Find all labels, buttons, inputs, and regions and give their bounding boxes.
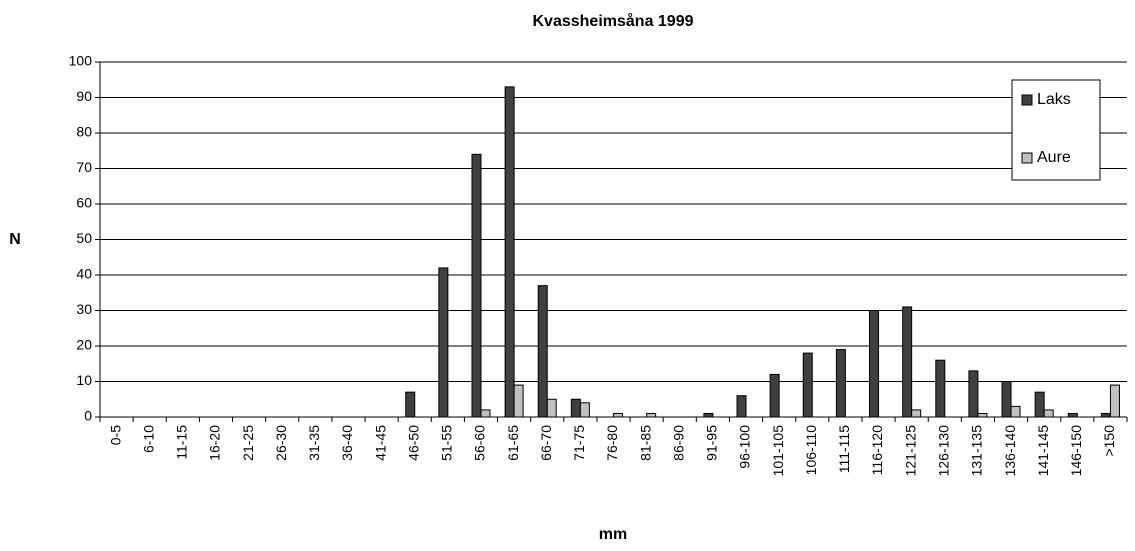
bar [480,409,491,418]
bar [405,391,416,418]
x-tick-label: 141-145 [1035,425,1051,477]
bar [1067,412,1078,418]
bar [977,412,988,418]
bar [769,373,780,418]
legend-label: Aure [1037,149,1071,166]
x-tick-label: 11-15 [174,425,190,460]
x-tick-label: 111-115 [836,425,852,473]
bar [504,86,515,418]
bar [537,285,548,418]
bar [902,306,913,418]
bar [613,412,623,418]
x-tick-label: 6-10 [140,425,156,453]
x-tick-label: 116-120 [869,425,885,476]
x-tick-label: 46-50 [405,425,421,461]
y-tick-label: 90 [76,88,92,104]
x-tick-label: 131-135 [969,425,985,477]
bar [703,412,714,418]
x-tick-label: 71-75 [571,425,587,461]
bar [802,352,813,418]
bar [736,395,747,418]
bar [1043,409,1054,418]
x-tick-label: 21-25 [240,425,256,461]
x-tick-label: 91-95 [704,425,720,461]
x-tick-label: 121-125 [902,425,918,477]
y-tick-label: 0 [84,408,92,424]
bar [1109,384,1120,418]
bar [911,409,922,418]
x-tick-label: 101-105 [770,425,786,477]
x-tick-label: 81-85 [637,425,653,461]
bar [546,398,557,418]
bar [1001,381,1012,418]
x-tick-label: 86-90 [670,425,686,461]
x-axis-label: mm [599,526,627,543]
x-tick-label: 41-45 [372,425,388,461]
y-tick-label: 100 [69,53,93,69]
bar [471,153,482,418]
x-tick-label: 126-130 [935,425,951,477]
bar [1034,391,1045,418]
y-tick-label: 10 [76,372,92,388]
x-tick-label: 76-80 [604,425,620,461]
x-tick-label: 36-40 [339,425,355,461]
chart-title: Kvassheimsåna 1999 [533,12,694,30]
x-tick-label: 56-60 [472,425,488,461]
y-axis-label: N [9,231,21,248]
y-tick-label: 30 [76,301,92,317]
y-tick-label: 80 [76,124,92,140]
x-tick-label: 146-150 [1068,425,1084,477]
x-tick-label: 0-5 [107,425,123,445]
x-tick-label: 51-55 [439,425,455,461]
legend-swatch [1021,94,1033,106]
y-tick-label: 70 [76,159,92,175]
x-tick-label: 96-100 [737,425,753,469]
bar [935,359,946,418]
bar [646,412,657,418]
bar [1100,412,1111,418]
bar [869,310,880,418]
bar [579,402,590,418]
x-tick-label: 16-20 [207,425,223,461]
x-tick-label: 26-30 [273,425,289,461]
y-tick-label: 20 [76,337,92,353]
legend-label: Laks [1037,91,1071,108]
bar [1010,405,1021,418]
x-tick-label: 61-65 [505,425,521,461]
bar [835,349,846,418]
y-tick-label: 40 [76,266,92,282]
bar [968,370,979,418]
x-tick-label: 136-140 [1002,425,1018,477]
bar [570,398,581,418]
y-tick-label: 50 [76,230,92,246]
y-tick-label: 60 [76,195,92,211]
x-tick-label: >150 [1101,425,1117,457]
x-tick-label: 31-35 [306,425,322,461]
x-tick-label: 66-70 [538,425,554,461]
bar [513,384,524,418]
legend-swatch [1021,152,1033,164]
bar [438,267,449,418]
x-tick-label: 106-110 [803,425,819,476]
